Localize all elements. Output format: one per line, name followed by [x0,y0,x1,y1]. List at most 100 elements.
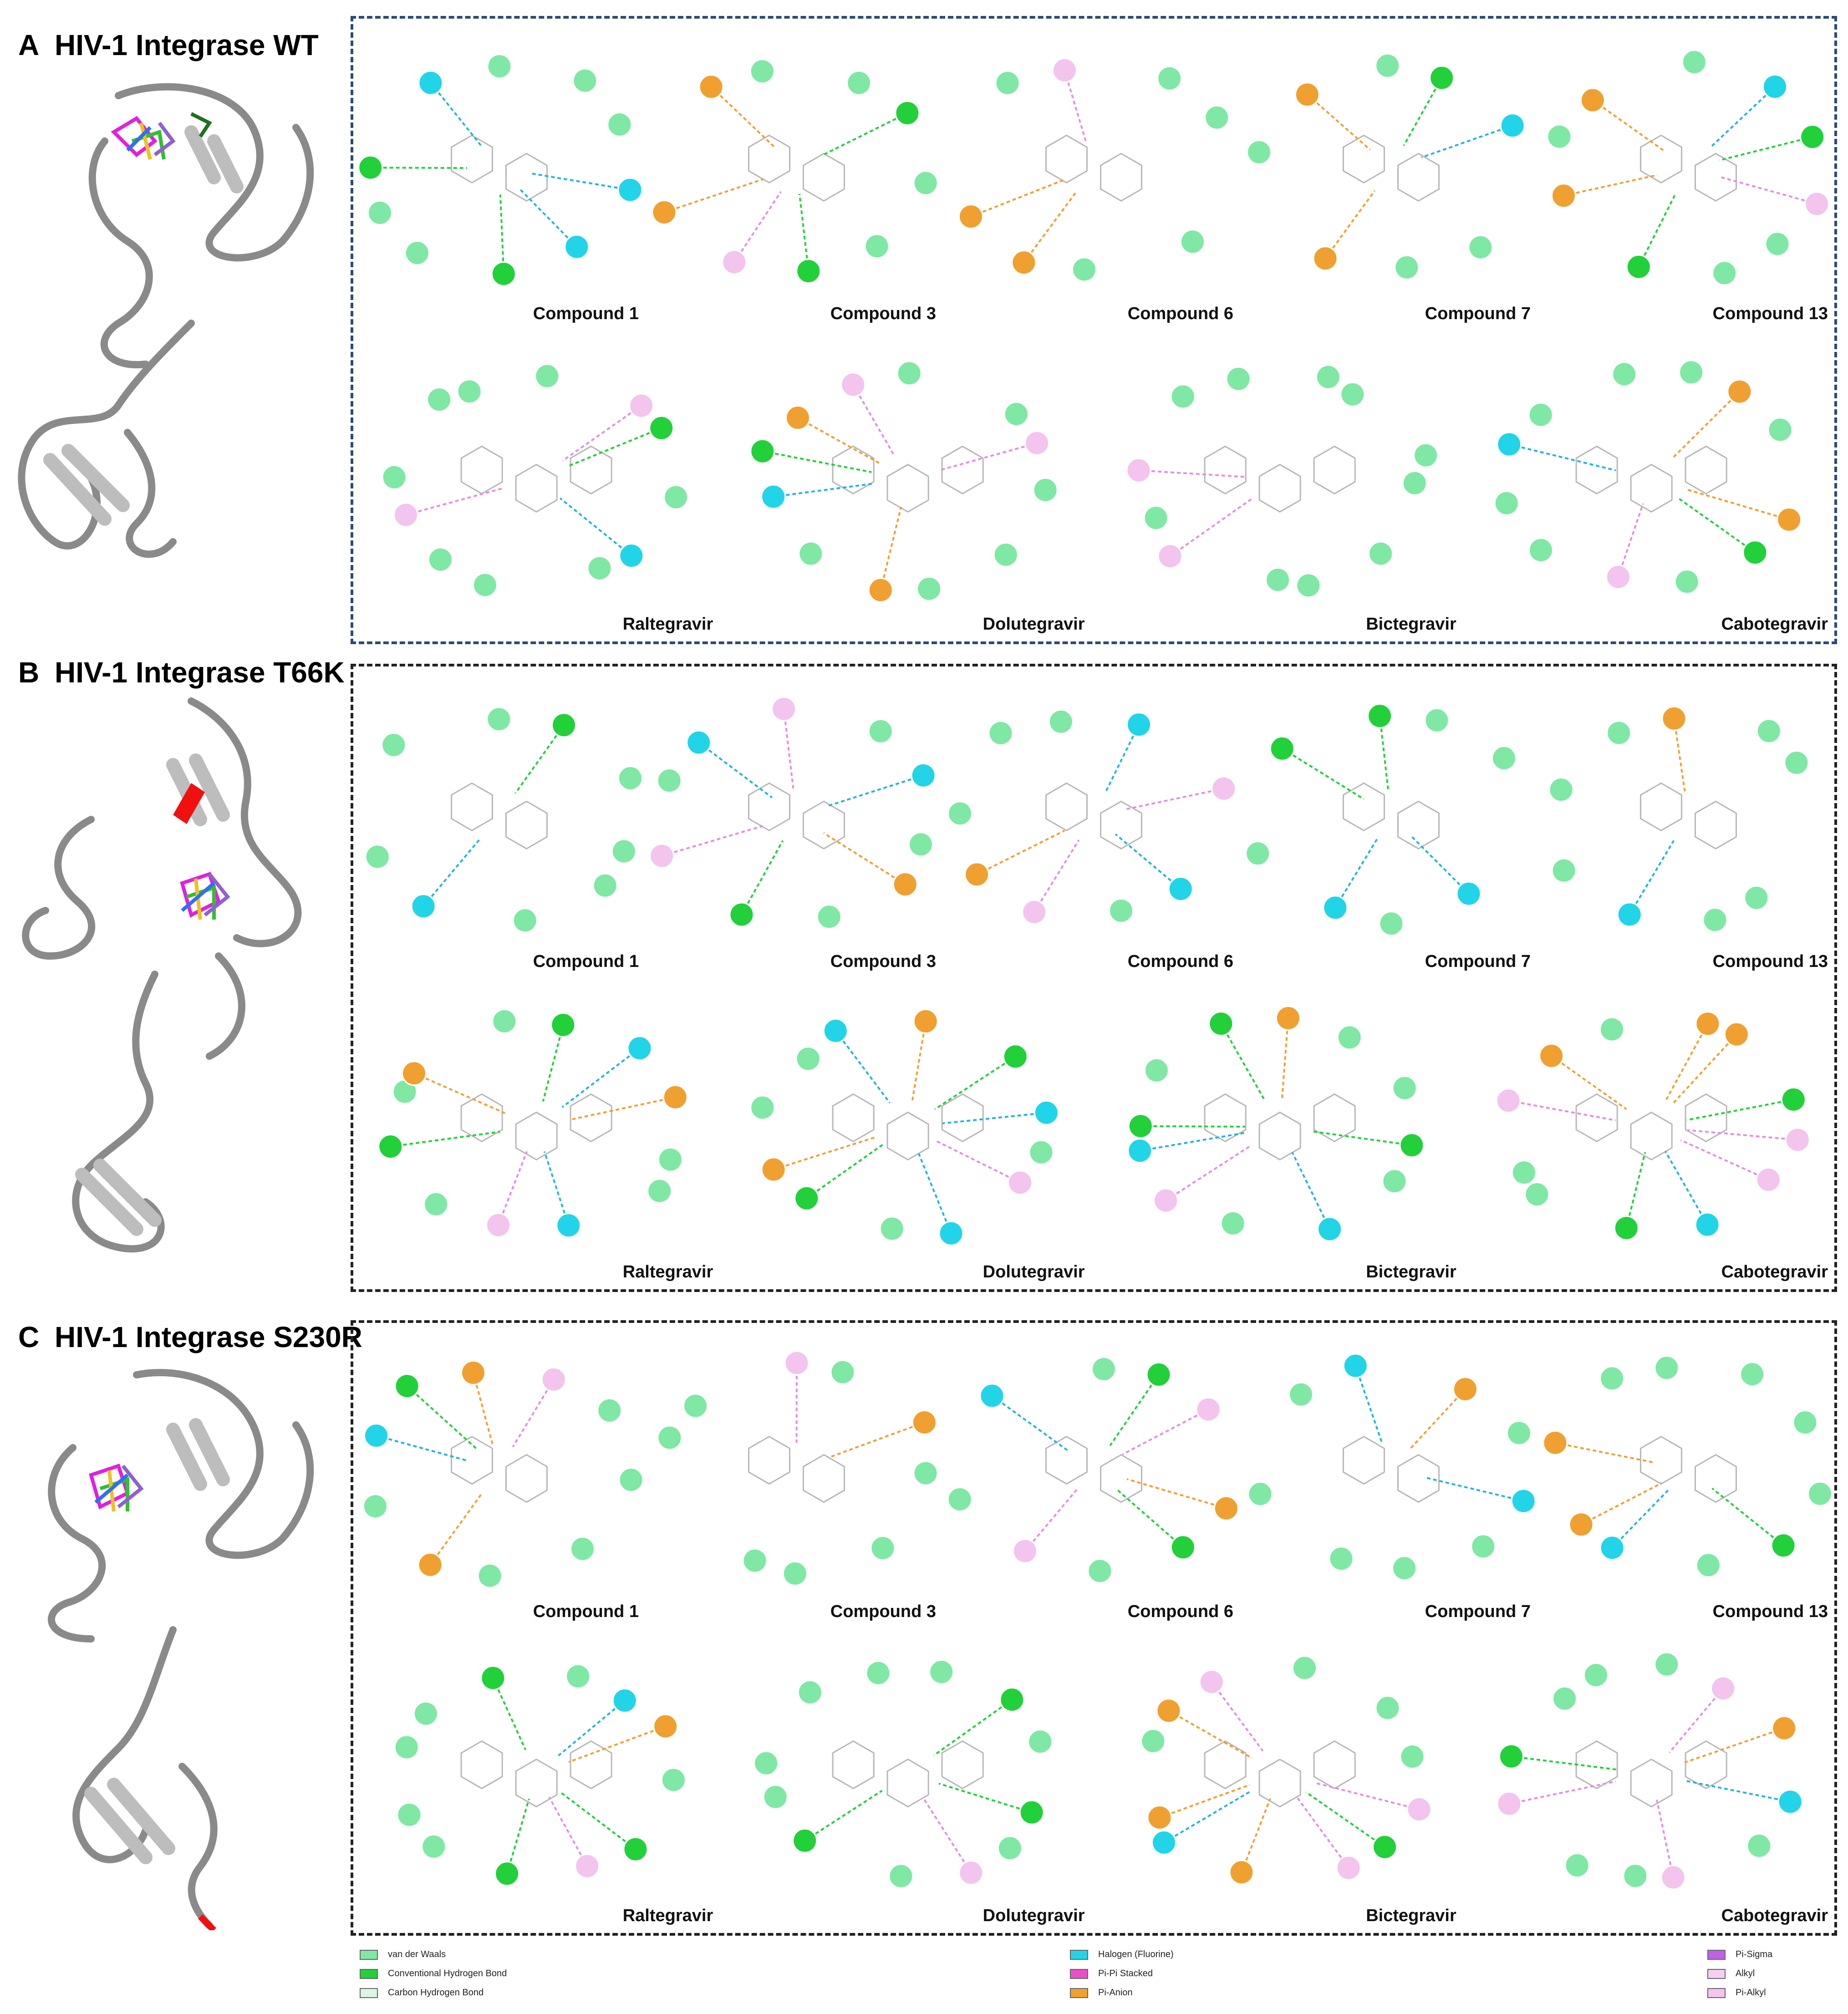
interaction-network [1140,1655,1432,1885]
drug-name: Dolutegravir [983,1906,1085,1925]
legend-item-chbond: Carbon Hydrogen Bond [360,1988,484,1998]
legend-item-hbond: Conventional Hydrogen Bond [360,1968,507,1979]
interaction-diagram-3-drug-2: Dolutegravir [722,1628,1094,1932]
compound-name: Compound 6 [1127,304,1233,323]
interaction-diagram-1-drug-2: Dolutegravir [722,330,1094,641]
interaction-diagram-1-drug-3: Bictegravir [1094,330,1466,641]
legend: van der Waals Conventional Hydrogen Bond… [351,1949,1837,2009]
legend-swatch-alkyl [1707,1968,1726,1979]
interaction-network [753,1659,1053,1889]
drug-name: Dolutegravir [983,615,1085,634]
interaction-network [649,696,936,930]
legend-swatch-pianion [1070,1988,1088,1998]
interaction-network [1245,703,1517,936]
compound-name: Compound 7 [1425,952,1531,971]
interaction-network [750,361,1058,603]
interaction-network [947,709,1237,925]
interaction-network [1127,1005,1424,1242]
legend-item-vdw: van der Waals [360,1949,446,1960]
legend-swatch-pisigma [1707,1949,1726,1960]
drug-name: Bictegravir [1366,1262,1456,1282]
compound-name: Compound 3 [830,952,936,971]
interaction-diagram-2-compound-4: Compound 7 [1242,666,1540,978]
interaction-diagram-1-drug-4: Cabotegravir [1466,330,1837,641]
compound-name: Compound 13 [1712,304,1828,323]
interaction-diagram-2-compound-2: Compound 3 [648,666,945,978]
interaction-diagram-1-compound-3: Compound 6 [945,19,1242,330]
interaction-diagram-3-compound-2: Compound 3 [648,1323,945,1628]
legend-swatch-pialkyl [1707,1988,1726,1998]
interaction-network [378,1008,688,1238]
interaction-network [1548,706,1809,933]
interaction-diagram-2-compound-5: Compound 13 [1540,666,1837,978]
panel-label-a: A HIV-1 Integrase WT [18,29,319,61]
interaction-network [1496,1011,1810,1241]
interaction-network [1494,360,1802,595]
legend-item-pisigma: Pi-Sigma [1707,1949,1772,1960]
compound-name: Compound 13 [1712,1602,1828,1621]
interaction-network [1247,53,1525,280]
interaction-diagram-3-compound-4: Compound 7 [1242,1323,1540,1628]
compound-name: Compound 6 [1127,1602,1233,1621]
interaction-network [652,59,938,284]
interaction-network [657,1350,938,1586]
interaction-network [358,54,643,287]
protein-structure-wt [18,83,314,558]
interaction-diagram-1-drug-1: Raltegravir [351,330,722,641]
legend-item-pianion: Pi-Anion [1070,1988,1133,1998]
compound-name: Compound 13 [1712,952,1828,971]
legend-item-halogen: Halogen (Fluorine) [1070,1949,1174,1960]
compound-name: Compound 3 [830,304,936,323]
interaction-diagram-2-compound-1: Compound 1 [351,666,648,978]
interaction-diagram-3-drug-4: Cabotegravir [1466,1628,1837,1932]
interaction-network [958,57,1230,282]
drug-name: Bictegravir [1366,1906,1456,1925]
drug-name: Cabotegravir [1721,615,1828,634]
compound-name: Compound 1 [533,952,639,971]
panel-box-t66k [351,664,1837,1292]
interaction-diagram-3-drug-3: Bictegravir [1094,1628,1466,1932]
interaction-diagram-2-compound-3: Compound 6 [945,666,1242,978]
interaction-diagram-1-compound-1: Compound 1 [351,19,648,330]
interaction-diagram-2-drug-3: Bictegravir [1094,978,1466,1288]
interaction-network [1543,1355,1833,1578]
legend-swatch-hbond [360,1968,378,1979]
legend-item-pialkyl: Pi-Alkyl [1707,1988,1766,1998]
interaction-network [947,1357,1239,1584]
drug-name: Bictegravir [1366,615,1456,634]
legend-item-pipi: Pi-Pi Stacked [1070,1968,1153,1979]
interaction-network [1247,1353,1536,1581]
interaction-network [394,1663,686,1887]
legend-swatch-pipi [1070,1968,1088,1979]
compound-name: Compound 7 [1425,1602,1531,1621]
compound-name: Compound 6 [1127,952,1233,971]
compound-name: Compound 1 [533,1602,639,1621]
drug-name: Cabotegravir [1721,1262,1828,1282]
panel-label-b: B HIV-1 Integrase T66K [18,656,345,689]
interaction-network [362,1360,644,1588]
panel-label-c: C HIV-1 Integrase S230R [18,1321,362,1353]
drug-name: Raltegravir [622,1262,713,1282]
legend-swatch-vdw [360,1949,378,1960]
interaction-network [1126,364,1438,598]
compound-name: Compound 3 [830,1602,936,1621]
drug-name: Dolutegravir [983,1262,1085,1282]
interaction-network [1547,49,1830,286]
legend-swatch-halogen [1070,1949,1088,1960]
drug-name: Raltegravir [622,1906,713,1925]
compound-name: Compound 1 [533,304,639,323]
interaction-diagram-3-compound-3: Compound 6 [945,1323,1242,1628]
interaction-diagram-1-compound-2: Compound 3 [648,19,945,330]
interaction-diagram-3-compound-5: Compound 13 [1540,1323,1837,1628]
protein-structure-s230r [47,1369,314,1930]
drug-name: Raltegravir [622,615,713,634]
interaction-diagram-1-compound-5: Compound 13 [1540,19,1837,330]
interaction-network [750,1008,1059,1246]
interaction-network [365,707,643,933]
compound-name: Compound 7 [1425,304,1531,323]
interaction-network [1497,1652,1803,1890]
interaction-diagram-3-compound-1: Compound 1 [351,1323,648,1628]
panel-box-wt [351,16,1837,644]
interaction-diagram-3-drug-1: Raltegravir [351,1628,722,1932]
interaction-diagram-1-compound-4: Compound 7 [1242,19,1540,330]
